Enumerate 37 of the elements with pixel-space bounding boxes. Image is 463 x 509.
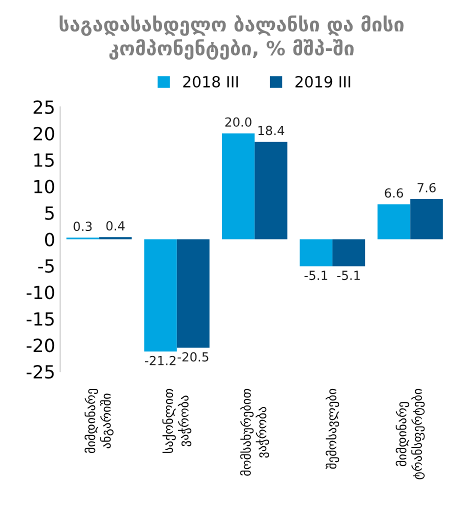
text: 6.6 bbox=[384, 188, 404, 198]
text: -5.1 bbox=[304, 270, 328, 280]
text: 20.0 bbox=[225, 117, 252, 127]
chart-title: საგადასახდელო ბალანსი და მისი კომპონენტები, % მშპ-ში bbox=[60, 15, 404, 60]
text: -20.5 bbox=[178, 352, 208, 362]
legend-label: 2018 III bbox=[183, 76, 238, 88]
y-tick-label: -15 bbox=[26, 312, 54, 326]
x-tick-label: მიმდინარე ანგარიში bbox=[84, 388, 114, 454]
text: 18.4 bbox=[258, 126, 284, 136]
bar bbox=[332, 239, 366, 266]
x-tick-label: მიმდინარე ტრანსფერტები bbox=[396, 388, 425, 480]
bar bbox=[300, 239, 332, 266]
text: 7.6 bbox=[418, 182, 436, 192]
text: 0.4 bbox=[106, 221, 125, 231]
bar bbox=[222, 133, 255, 240]
text: -5.1 bbox=[337, 270, 360, 280]
x-tick-label: მომსახურებით ვაჭრობა bbox=[240, 388, 270, 476]
y-tick-label: -10 bbox=[26, 286, 54, 300]
y-tick-label: -5 bbox=[38, 259, 54, 273]
bar bbox=[144, 239, 177, 352]
y-tick-label: 25 bbox=[34, 100, 54, 114]
y-tick-label: -25 bbox=[26, 365, 54, 379]
y-tick-label: -20 bbox=[26, 338, 54, 352]
text: -21.2 bbox=[144, 356, 176, 366]
y-tick-label: 5 bbox=[45, 206, 54, 220]
bar bbox=[410, 199, 443, 240]
text: 0.3 bbox=[74, 222, 92, 232]
x-tick-label: შემოსავლები bbox=[326, 388, 340, 469]
bar bbox=[378, 204, 410, 240]
y-tick-label: 15 bbox=[34, 154, 54, 167]
bar bbox=[254, 142, 288, 240]
y-tick-label: 0 bbox=[45, 232, 54, 246]
y-tick-label: 20 bbox=[34, 126, 54, 140]
y-tick-label: 10 bbox=[34, 180, 54, 194]
x-tick-label: საქონლით ვაჭრობა bbox=[162, 388, 192, 453]
legend-label: 2019 III bbox=[295, 76, 350, 88]
bar bbox=[176, 239, 210, 348]
